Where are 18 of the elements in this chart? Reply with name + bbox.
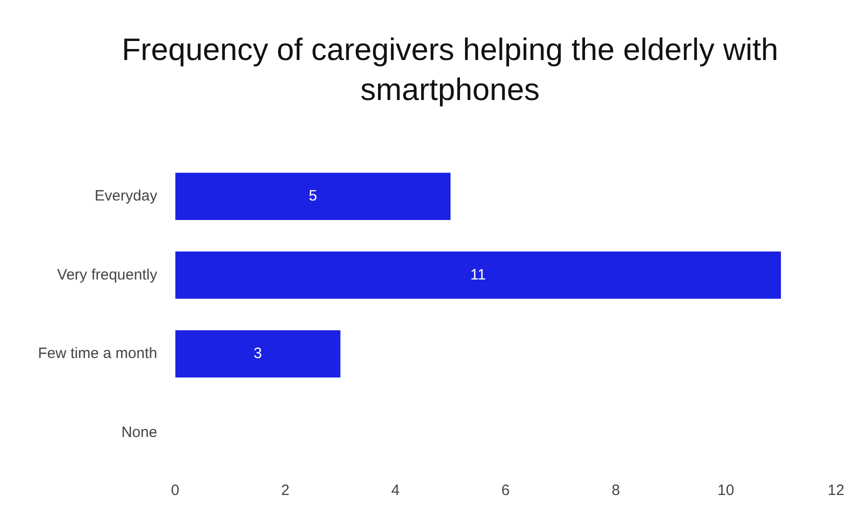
data-label: 11 xyxy=(470,266,486,284)
bar xyxy=(175,330,340,378)
x-tick-label: 0 xyxy=(171,482,180,500)
chart-title: Frequency of caregivers helping the elderly with smartphones xyxy=(120,31,780,109)
x-tick-label: 10 xyxy=(718,482,734,500)
x-tick-label: 6 xyxy=(501,482,510,500)
y-tick-label: Few time a month xyxy=(38,345,158,362)
x-tick-label: 12 xyxy=(828,482,844,500)
bar xyxy=(175,252,781,299)
x-tick-label: 2 xyxy=(281,482,290,500)
y-tick-label: Very frequently xyxy=(57,266,158,284)
data-label: 3 xyxy=(254,345,262,362)
y-tick-label: Everyday xyxy=(94,188,158,205)
x-tick-label: 4 xyxy=(391,482,400,500)
data-label: 5 xyxy=(308,188,318,205)
x-tick-label: 8 xyxy=(612,482,620,500)
bar xyxy=(175,172,451,220)
y-tick-label: None xyxy=(121,424,158,441)
